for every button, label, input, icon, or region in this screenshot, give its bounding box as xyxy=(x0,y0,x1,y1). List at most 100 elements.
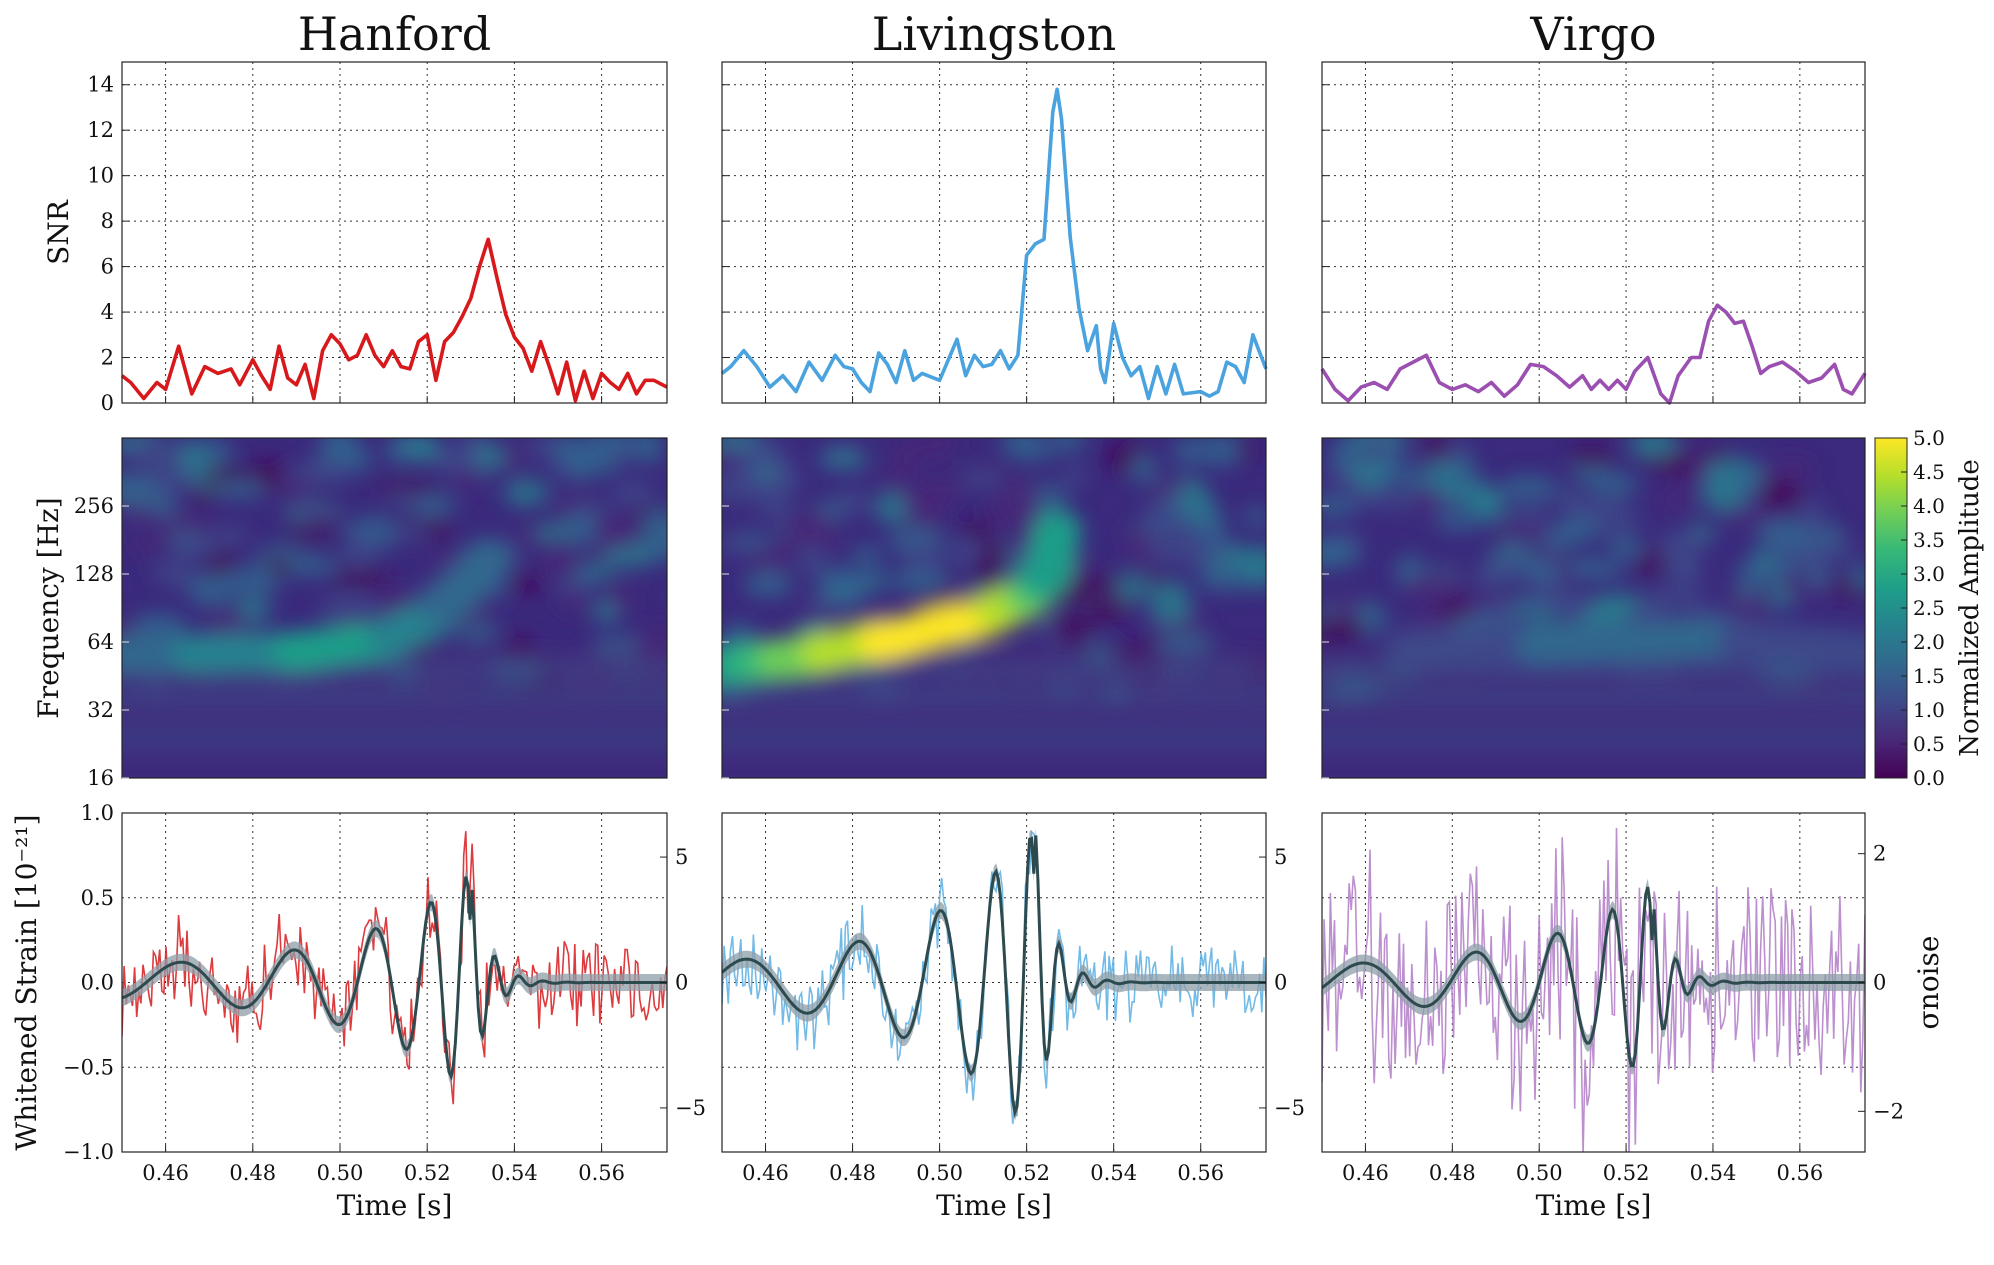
colorbar-tick-label: 4.0 xyxy=(1913,494,1945,518)
spectrogram-blob xyxy=(611,478,656,508)
xtick-label: 0.56 xyxy=(1776,1161,1823,1185)
strain-ytick-label: 0.0 xyxy=(81,971,114,995)
snr-axis-label: SNR xyxy=(42,199,75,265)
snr-ytick-label: 4 xyxy=(101,300,114,324)
spectrogram-blob xyxy=(520,438,560,455)
colorbar-tick-label: 1.0 xyxy=(1913,698,1945,722)
spectrogram-blob xyxy=(838,485,866,516)
snr-ytick-label: 14 xyxy=(87,73,114,97)
spectrogram-chirp xyxy=(464,538,513,579)
spectrogram-blob xyxy=(602,545,656,568)
xtick-label: 0.46 xyxy=(1342,1161,1389,1185)
spectrogram-ytick-label: 128 xyxy=(74,562,114,586)
spectrogram-blob xyxy=(974,567,1001,593)
spectrogram-chirp xyxy=(1841,631,1865,672)
colorbar-tick-label: 4.5 xyxy=(1913,460,1945,484)
labels: Hanford Livingston Virgo 0 2 4 6 8 10 12 14 SNR 16 32… xyxy=(10,7,1985,1222)
spectrogram-blob xyxy=(960,520,994,539)
spectrogram-blob xyxy=(1720,509,1779,527)
spectrogram-blob xyxy=(1149,588,1192,625)
colorbar-tick-label: 1.5 xyxy=(1913,664,1945,688)
spectrogram-blob xyxy=(590,438,630,448)
spectrogram-blob xyxy=(172,537,224,558)
spectrogram-image xyxy=(1322,438,1865,778)
spectrogram-blob xyxy=(1197,563,1255,592)
strain-data-hanford xyxy=(122,831,667,1105)
strain-right-tick-label: 0 xyxy=(1274,971,1287,995)
spectrogram-texture xyxy=(722,438,1266,771)
snr-line-hanford xyxy=(120,237,668,403)
xtick-label: 0.52 xyxy=(1003,1161,1050,1185)
spectrogram-blob xyxy=(1411,487,1438,516)
spectrogram-blob xyxy=(1530,587,1590,610)
strain-panel-livingston xyxy=(721,812,1267,1153)
spectrogram-band xyxy=(122,696,667,709)
snr-frame xyxy=(1321,61,1866,404)
xtick-label: 0.50 xyxy=(317,1161,364,1185)
strain-ytick-label: 0.5 xyxy=(81,886,114,910)
spectrogram-blob xyxy=(1848,563,1865,593)
spectrogram-blob xyxy=(1363,438,1392,458)
spectrogram-blob xyxy=(1348,486,1392,511)
spectrogram-blob xyxy=(150,473,197,494)
spectrogram-blob xyxy=(1241,545,1266,582)
spectrogram-band xyxy=(1322,696,1865,709)
spectrogram-blob xyxy=(1495,522,1553,543)
snr-ytick-label: 0 xyxy=(101,391,114,415)
spectrogram-band xyxy=(1322,758,1865,771)
spectrogram-blob xyxy=(122,472,146,505)
spectrogram-blob xyxy=(1655,489,1695,514)
spectrogram-blob xyxy=(534,523,568,542)
spectrogram-blob xyxy=(1242,507,1266,527)
spectrogram-image xyxy=(722,438,1266,778)
spectrogram-band xyxy=(722,758,1266,771)
spectrogram-blob xyxy=(1737,486,1765,508)
colorbar-tick-label: 0.5 xyxy=(1913,732,1945,756)
spectrogram-blob xyxy=(863,572,890,590)
strain-model-line xyxy=(1322,886,1865,1068)
spectrogram-frame xyxy=(121,437,668,779)
spectrogram-blob xyxy=(297,456,353,485)
spectrogram-band xyxy=(122,738,667,751)
spectrogram-blob xyxy=(1605,535,1643,560)
sigma-noise-label: σnoise xyxy=(1912,936,1945,1030)
strain-right-tick-label: 2 xyxy=(1873,842,1886,866)
spectrogram-blob xyxy=(1053,616,1090,643)
spectrogram-blob xyxy=(1467,602,1517,623)
snr-ytick-label: 12 xyxy=(87,118,114,142)
xtick-label: 0.54 xyxy=(1090,1161,1137,1185)
spectrogram-panel-hanford xyxy=(121,437,668,779)
spectrogram-blob xyxy=(510,574,541,595)
spectrogram-blob xyxy=(1736,557,1792,586)
snr-ytick-label: 6 xyxy=(101,255,114,279)
spectrogram-blob xyxy=(1452,455,1478,489)
spectrogram-blob xyxy=(1325,595,1362,621)
spectrogram-blob xyxy=(1129,453,1158,484)
spectrogram-blob xyxy=(892,565,949,595)
strain-ytick-label: 1.0 xyxy=(81,801,114,825)
spectrogram-blob xyxy=(722,469,767,504)
spectrogram-blob xyxy=(1628,438,1678,460)
strain-traces xyxy=(722,813,1266,1152)
colorbar-tick-label: 0.0 xyxy=(1913,766,1945,790)
xaxis-label: Time [s] xyxy=(337,1189,453,1222)
spectrogram-blob xyxy=(450,468,483,493)
snr-ytick-label: 2 xyxy=(101,346,114,370)
spectrogram-blob xyxy=(880,463,915,491)
colorbar-tick-label: 3.0 xyxy=(1913,562,1945,586)
strain-model-line xyxy=(722,835,1266,1119)
snr-plot-area xyxy=(1322,62,1865,403)
colorbar-label: Normalized Amplitude xyxy=(1955,459,1985,757)
spectrogram-blob xyxy=(1567,557,1605,576)
snr-line-virgo xyxy=(1320,303,1867,405)
spectrogram-blob xyxy=(851,545,883,567)
spectrogram-blob xyxy=(959,469,1004,489)
spectrogram-texture xyxy=(1322,438,1865,771)
column-title-livingston: Livingston xyxy=(872,7,1116,61)
spectrogram-blob xyxy=(1494,551,1529,573)
spectrogram-band xyxy=(722,696,1266,709)
spectrogram-blob xyxy=(796,545,830,576)
spectrogram-band xyxy=(122,758,667,771)
spectrogram-blob xyxy=(408,438,441,462)
